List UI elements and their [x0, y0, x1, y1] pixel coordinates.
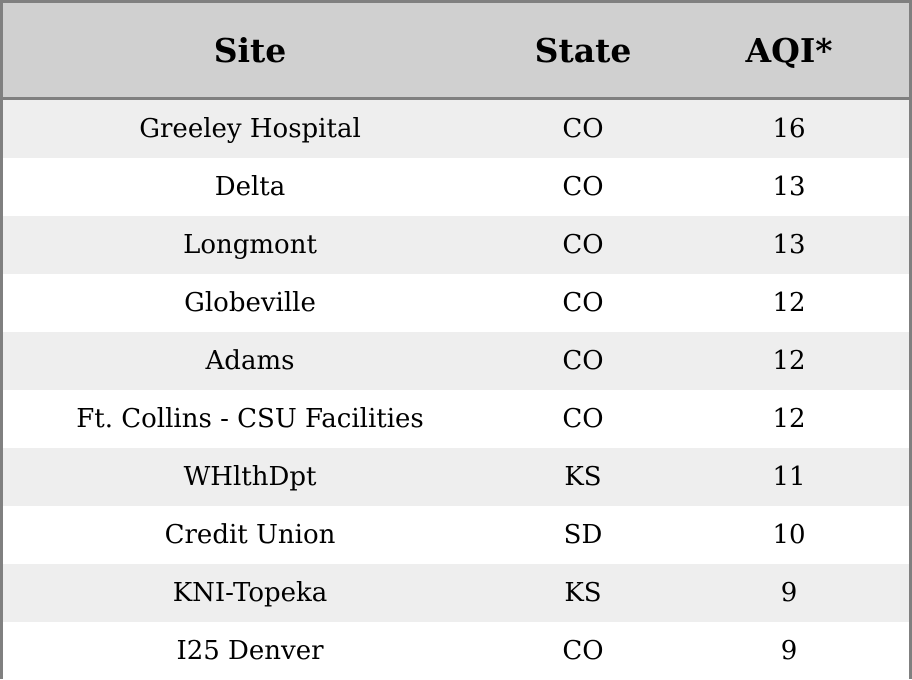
cell-state: KS [564, 578, 602, 608]
column-header-site[interactable]: Site [213, 30, 287, 70]
cell-site: KNI-Topeka [172, 578, 328, 608]
cell-site: Adams [205, 346, 295, 376]
cell-aqi: 9 [780, 636, 798, 666]
table-row: Longmont CO 13 [3, 216, 909, 274]
cell-state: KS [564, 462, 602, 492]
cell-aqi: 13 [772, 230, 806, 260]
table-row: Delta CO 13 [3, 158, 909, 216]
cell-state: CO [562, 288, 604, 318]
table-row: Greeley Hospital CO 16 [3, 100, 909, 158]
cell-site: Credit Union [164, 520, 336, 550]
table-row: Adams CO 12 [3, 332, 909, 390]
cell-state: CO [562, 404, 604, 434]
cell-site: Greeley Hospital [139, 114, 361, 144]
cell-aqi: 12 [772, 288, 806, 318]
cell-aqi: 10 [772, 520, 806, 550]
table-row: Credit Union SD 10 [3, 506, 909, 564]
cell-site: Delta [214, 172, 286, 202]
table-row: Ft. Collins - CSU Facilities CO 12 [3, 390, 909, 448]
cell-state: CO [562, 346, 604, 376]
table-row: Globeville CO 12 [3, 274, 909, 332]
cell-site: I25 Denver [176, 636, 324, 666]
cell-aqi: 12 [772, 404, 806, 434]
table-header-row: Site State AQI* [3, 3, 909, 100]
cell-site: Longmont [183, 230, 317, 260]
cell-state: CO [562, 172, 604, 202]
cell-aqi: 9 [780, 578, 798, 608]
table-row: KNI-Topeka KS 9 [3, 564, 909, 622]
table-row: I25 Denver CO 9 [3, 622, 909, 680]
cell-site: Ft. Collins - CSU Facilities [76, 404, 424, 434]
column-header-state[interactable]: State [534, 30, 632, 70]
column-header-aqi[interactable]: AQI* [745, 30, 833, 70]
cell-site: Globeville [184, 288, 316, 318]
cell-site: WHlthDpt [183, 462, 317, 492]
cell-state: CO [562, 114, 604, 144]
cell-state: CO [562, 636, 604, 666]
cell-aqi: 16 [772, 114, 806, 144]
cell-state: SD [563, 520, 603, 550]
cell-aqi: 11 [772, 462, 806, 492]
cell-aqi: 12 [772, 346, 806, 376]
table-row: WHlthDpt KS 11 [3, 448, 909, 506]
cell-aqi: 13 [772, 172, 806, 202]
cell-state: CO [562, 230, 604, 260]
